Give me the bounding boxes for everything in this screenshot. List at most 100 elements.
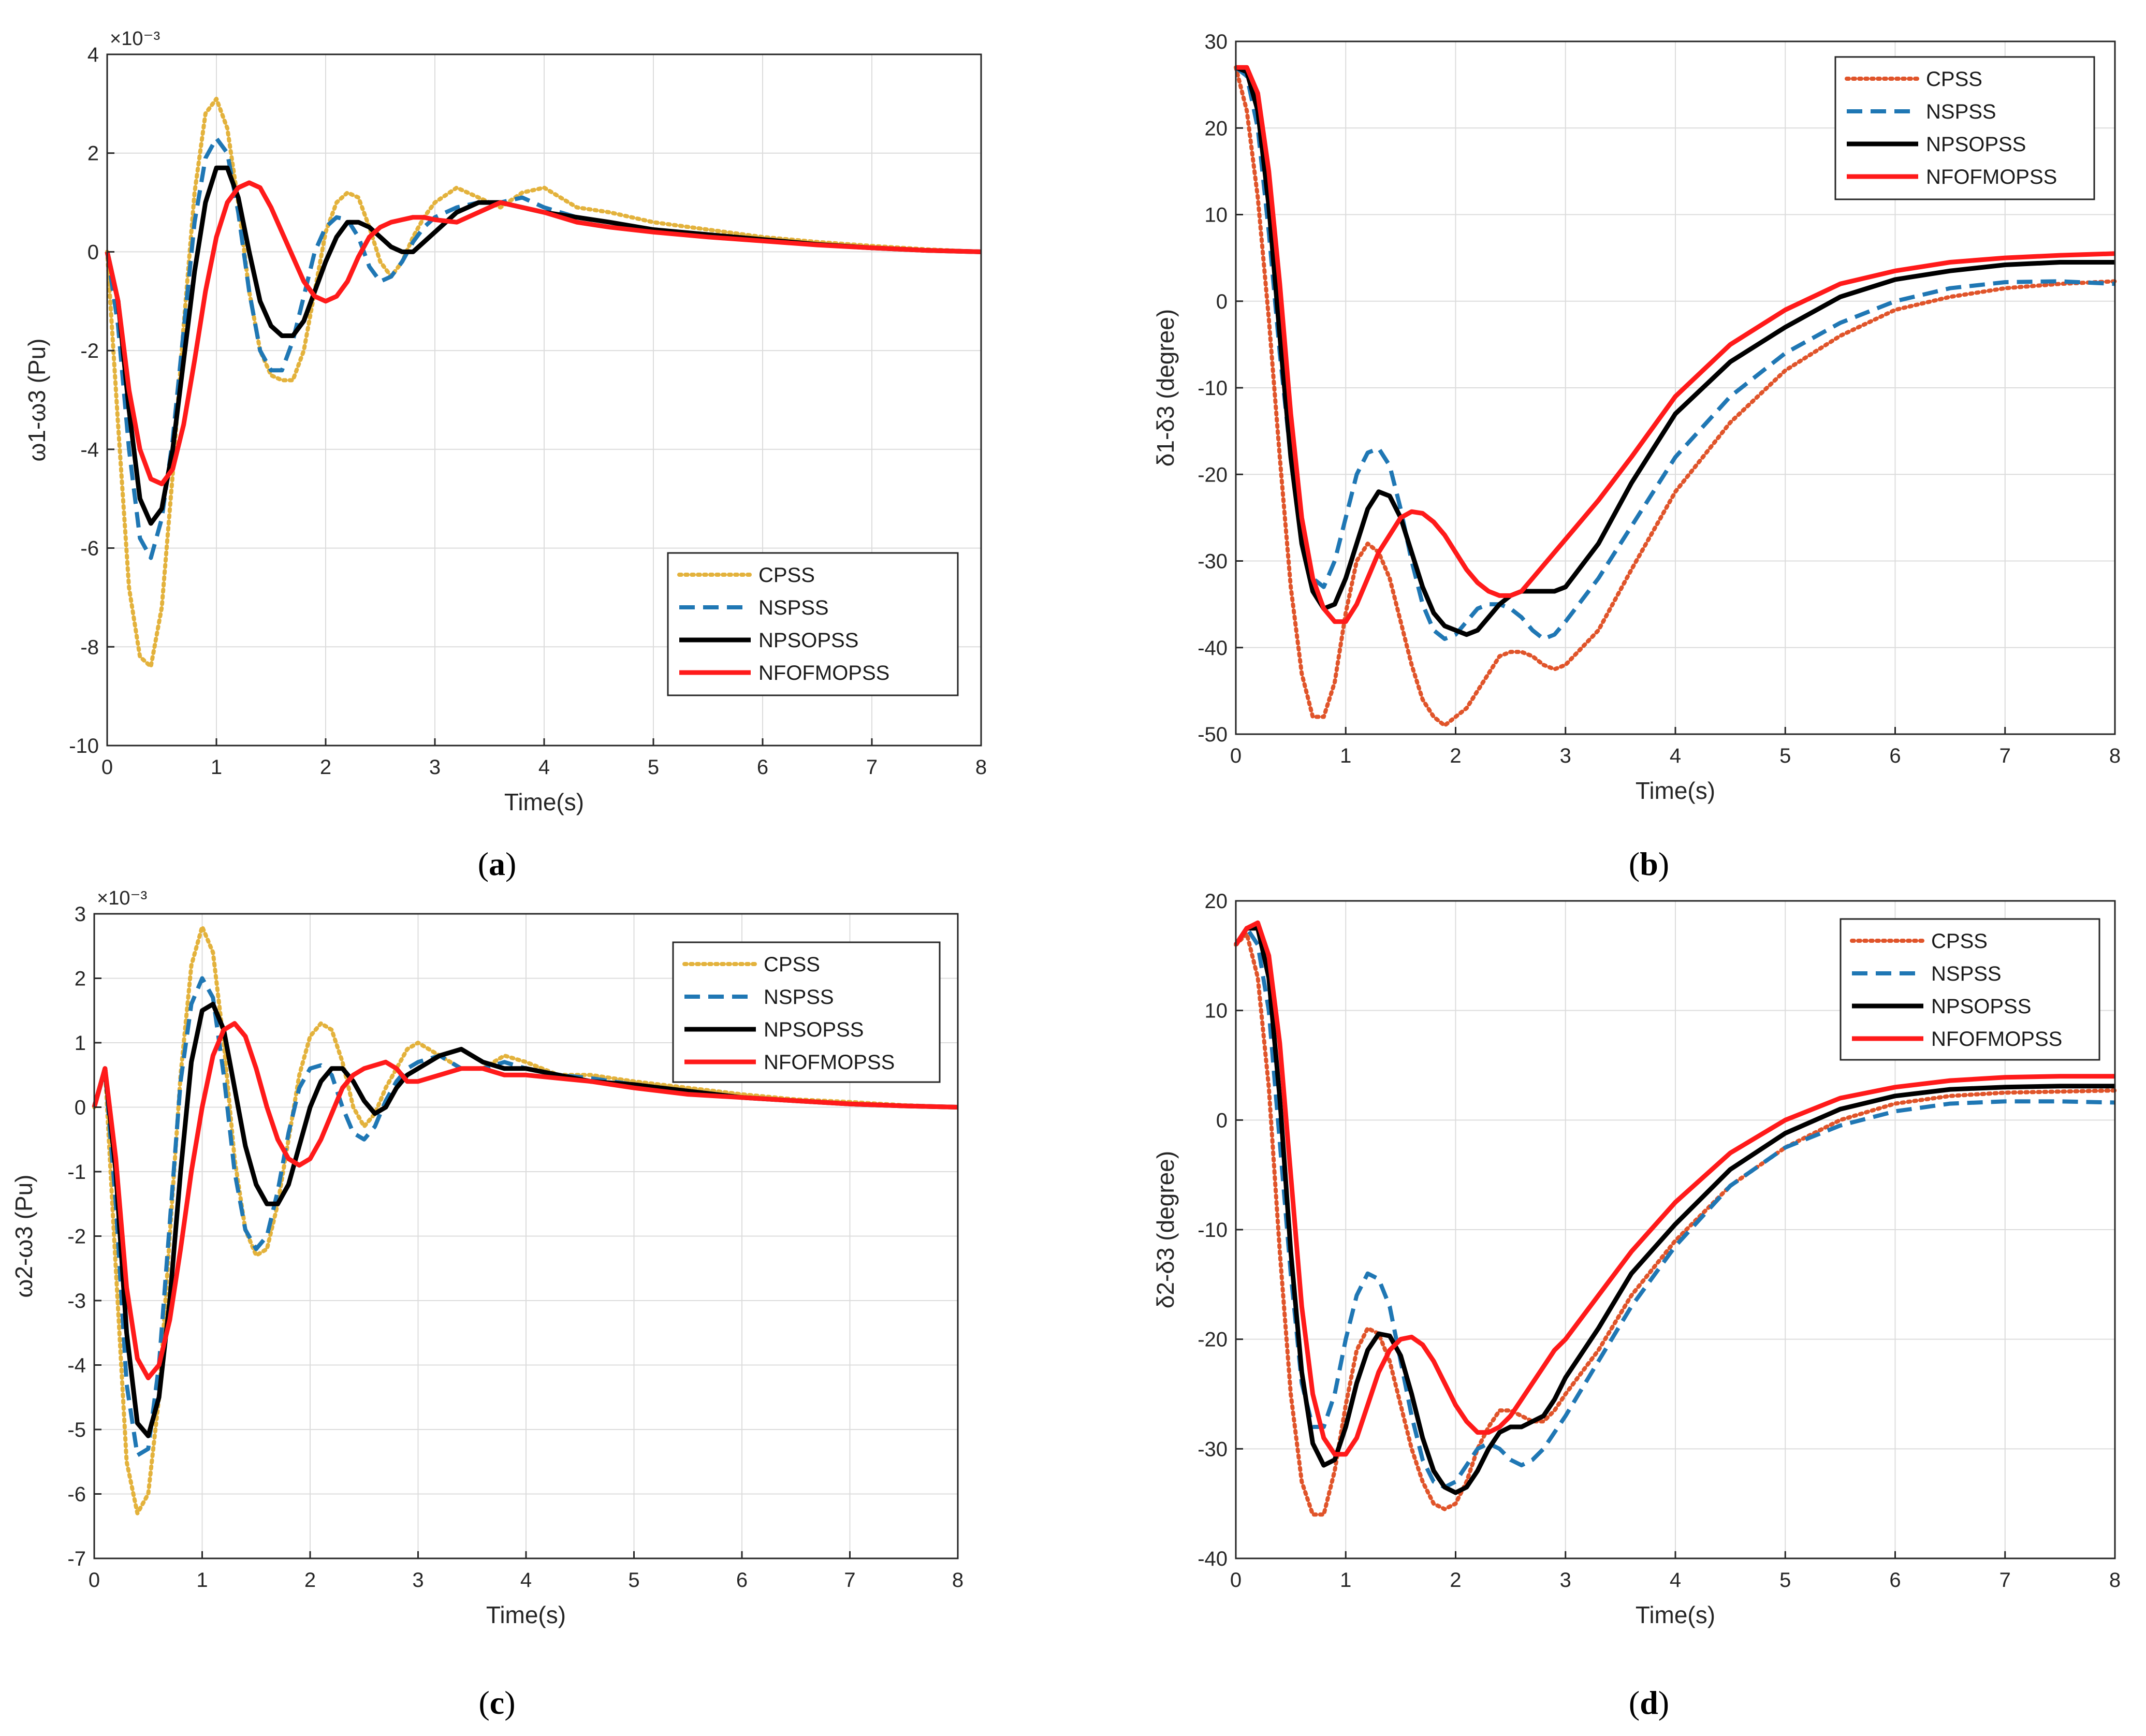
legend-label-npsopss: NPSOPSS bbox=[1931, 995, 2031, 1018]
x-tick-label: 7 bbox=[866, 756, 878, 779]
panel-b: 0 1 2 3 4 5 6 7 8 -50 -40 -30 -20 -10 0 10 20 30 Time(s) δ1… bbox=[1152, 31, 2121, 882]
series-line-nspss bbox=[105, 136, 982, 560]
series-line-nfofmopss bbox=[1234, 920, 2115, 1457]
legend-label-cpss: CPSS bbox=[1931, 930, 1988, 953]
legend: CPSS NSPSS NPSOPSS NFOFMOPSS bbox=[667, 552, 959, 696]
y-tick-label: 0 bbox=[75, 1097, 86, 1119]
legend-label-nfofmopss: NFOFMOPSS bbox=[758, 662, 889, 684]
legend-label-nspss: NSPSS bbox=[1926, 100, 1996, 123]
y-tick-label: -1 bbox=[67, 1161, 86, 1184]
x-tick-label: 7 bbox=[1999, 745, 2011, 767]
x-tick-label: 8 bbox=[952, 1569, 963, 1592]
x-tick-label: 0 bbox=[1230, 745, 1242, 767]
legend-label-nfofmopss: NFOFMOPSS bbox=[1931, 1028, 2062, 1051]
y-tick-label: -3 bbox=[67, 1290, 86, 1312]
y-tick-label: 10 bbox=[1205, 204, 1228, 227]
series-line-cpss bbox=[1234, 65, 2117, 728]
legend-label-cpss: CPSS bbox=[764, 953, 820, 976]
series-line-nspss bbox=[1234, 926, 2115, 1490]
y-tick-label: -2 bbox=[80, 340, 99, 362]
x-tick-label: 2 bbox=[1450, 1569, 1461, 1592]
y-tick-label: 2 bbox=[87, 142, 99, 165]
series-line-nfofmopss bbox=[1236, 65, 2115, 624]
y-tick-label: 1 bbox=[75, 1032, 86, 1055]
y-tick-label: 30 bbox=[1205, 31, 1228, 53]
x-tick-label: 8 bbox=[975, 756, 987, 779]
legend-label-nfofmopss: NFOFMOPSS bbox=[764, 1051, 895, 1074]
x-tick-label: 6 bbox=[1889, 745, 1901, 767]
y-tick-label: -10 bbox=[1198, 377, 1228, 400]
y-tick-label: -4 bbox=[80, 439, 99, 461]
panel-caption: (d) bbox=[1629, 1684, 1669, 1721]
y-tick-label: 0 bbox=[87, 241, 99, 264]
x-tick-label: 4 bbox=[538, 756, 550, 779]
x-axis-label: Time(s) bbox=[1636, 777, 1715, 804]
legend-label-nspss: NSPSS bbox=[1931, 962, 2002, 985]
y-axis-label: δ2-δ3 (degree) bbox=[1152, 1151, 1179, 1308]
y-tick-label: 0 bbox=[1216, 290, 1228, 313]
legend-label-cpss: CPSS bbox=[758, 564, 815, 587]
legend-label-nspss: NSPSS bbox=[758, 596, 829, 619]
x-tick-label: 0 bbox=[101, 756, 113, 779]
legend-label-npsopss: NPSOPSS bbox=[764, 1018, 864, 1041]
y-tick-label: -2 bbox=[67, 1226, 86, 1248]
x-tick-label: 5 bbox=[1779, 745, 1791, 767]
legend: CPSS NSPSS NPSOPSS NFOFMOPSS bbox=[1840, 918, 2100, 1061]
legend-label-npsopss: NPSOPSS bbox=[758, 629, 858, 652]
x-tick-label: 1 bbox=[196, 1569, 208, 1592]
y-axis-label: ω2-ω3 (Pu) bbox=[10, 1175, 37, 1298]
y-tick-label: -10 bbox=[1198, 1219, 1228, 1242]
y-tick-label: -4 bbox=[67, 1354, 86, 1377]
x-tick-label: 5 bbox=[1779, 1569, 1791, 1592]
legend-label-npsopss: NPSOPSS bbox=[1926, 133, 2026, 156]
y-tick-label: -50 bbox=[1198, 723, 1228, 746]
x-tick-label: 2 bbox=[304, 1569, 316, 1592]
y-axis-label: δ1-δ3 (degree) bbox=[1152, 309, 1179, 466]
y-tick-label: 20 bbox=[1205, 890, 1228, 913]
y-tick-label: -6 bbox=[80, 537, 99, 560]
x-tick-label: 1 bbox=[1340, 745, 1351, 767]
panel-caption: (b) bbox=[1629, 845, 1669, 882]
axis-exponent: ×10⁻³ bbox=[110, 28, 160, 50]
y-tick-label: -20 bbox=[1198, 1329, 1228, 1351]
x-tick-label: 1 bbox=[1340, 1569, 1351, 1592]
series-line-npsopss bbox=[105, 165, 982, 526]
y-tick-label: -7 bbox=[67, 1548, 86, 1570]
y-tick-label: 4 bbox=[87, 43, 99, 66]
legend-label-nfofmopss: NFOFMOPSS bbox=[1926, 166, 2057, 188]
panel-caption: (c) bbox=[478, 1684, 515, 1721]
legend-label-nspss: NSPSS bbox=[764, 986, 834, 1009]
x-tick-label: 3 bbox=[1560, 745, 1571, 767]
y-axis-label: ω1-ω3 (Pu) bbox=[23, 339, 50, 462]
x-axis-label: Time(s) bbox=[1636, 1601, 1715, 1628]
x-tick-label: 1 bbox=[211, 756, 222, 779]
legend: CPSS NSPSS NPSOPSS NFOFMOPSS bbox=[672, 941, 941, 1083]
y-tick-label: -8 bbox=[80, 636, 99, 659]
series-line-cpss bbox=[105, 96, 983, 669]
y-tick-label: -40 bbox=[1198, 637, 1228, 660]
x-tick-label: 3 bbox=[429, 756, 441, 779]
x-tick-label: 0 bbox=[1230, 1569, 1242, 1592]
legend-label-cpss: CPSS bbox=[1926, 68, 1982, 91]
x-tick-label: 7 bbox=[844, 1569, 855, 1592]
y-tick-label: 3 bbox=[75, 903, 86, 926]
x-tick-label: 2 bbox=[1450, 745, 1461, 767]
x-tick-label: 3 bbox=[1560, 1569, 1571, 1592]
y-tick-label: 2 bbox=[75, 968, 86, 990]
legend: CPSS NSPSS NPSOPSS NFOFMOPSS bbox=[1834, 56, 2095, 200]
y-tick-label: -30 bbox=[1198, 550, 1228, 573]
x-tick-label: 6 bbox=[736, 1569, 748, 1592]
x-tick-label: 4 bbox=[1670, 1569, 1681, 1592]
x-axis-label: Time(s) bbox=[504, 789, 584, 815]
series-line-cpss bbox=[92, 924, 960, 1515]
x-tick-label: 5 bbox=[648, 756, 659, 779]
y-tick-label: -5 bbox=[67, 1419, 86, 1441]
x-tick-label: 6 bbox=[1889, 1569, 1901, 1592]
y-tick-label: -30 bbox=[1198, 1438, 1228, 1461]
y-tick-label: -20 bbox=[1198, 463, 1228, 486]
panel-caption: (a) bbox=[478, 845, 517, 882]
series-line-nfofmopss bbox=[92, 1021, 958, 1380]
x-axis-label: Time(s) bbox=[486, 1601, 566, 1628]
y-tick-label: 10 bbox=[1205, 1000, 1228, 1023]
x-tick-label: 3 bbox=[412, 1569, 424, 1592]
